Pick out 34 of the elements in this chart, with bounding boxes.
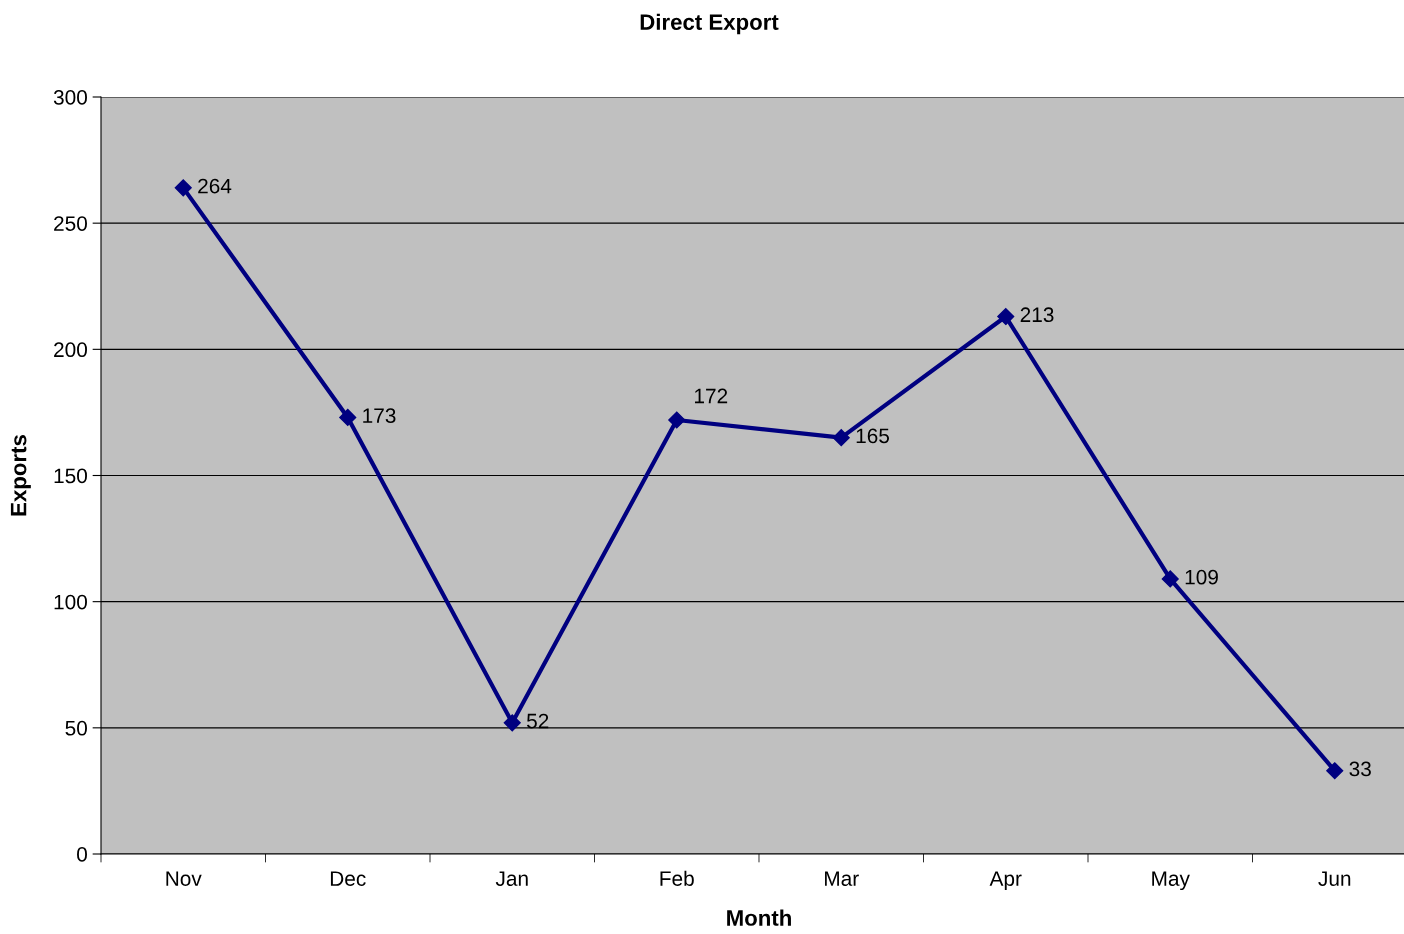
x-axis-title: Month — [727, 909, 791, 926]
x-tick-label: Nov — [166, 871, 202, 886]
data-label: 213 — [1020, 307, 1054, 323]
y-tick-label: 200 — [54, 342, 87, 358]
y-tick-label: 100 — [54, 594, 87, 610]
x-tick-label: Dec — [330, 871, 366, 886]
y-tick-label: 250 — [54, 216, 87, 231]
point — [832, 429, 850, 447]
point — [1326, 762, 1344, 780]
x-tick-label: Jan — [495, 871, 528, 886]
y-tick-label: 300 — [53, 90, 87, 105]
y-axis-title: Exports — [10, 435, 31, 516]
x-tick-label: Jun — [1318, 871, 1351, 886]
y-tick-label: 50 — [65, 720, 87, 736]
data-label: 165 — [856, 428, 890, 444]
data-label: 172 — [695, 388, 728, 404]
point — [1161, 570, 1179, 588]
x-tick-label: May — [1152, 871, 1190, 891]
point — [668, 411, 686, 429]
data-label: 173 — [363, 408, 396, 424]
x-tick-label: Mar — [825, 871, 859, 886]
x-tick-label: Apr — [989, 871, 1022, 891]
point — [174, 179, 192, 197]
x-tick-label: Feb — [660, 870, 694, 886]
data-label: 33 — [1349, 761, 1371, 777]
data-label: 109 — [1185, 569, 1218, 585]
y-tick-label: 0 — [77, 847, 87, 862]
point — [997, 307, 1015, 326]
chart-title: Direct Export — [640, 13, 779, 35]
data-label: 264 — [198, 178, 232, 194]
point — [339, 408, 357, 427]
y-tick-label: 150 — [54, 468, 87, 484]
data-label: 52 — [526, 713, 549, 729]
point — [503, 714, 521, 732]
